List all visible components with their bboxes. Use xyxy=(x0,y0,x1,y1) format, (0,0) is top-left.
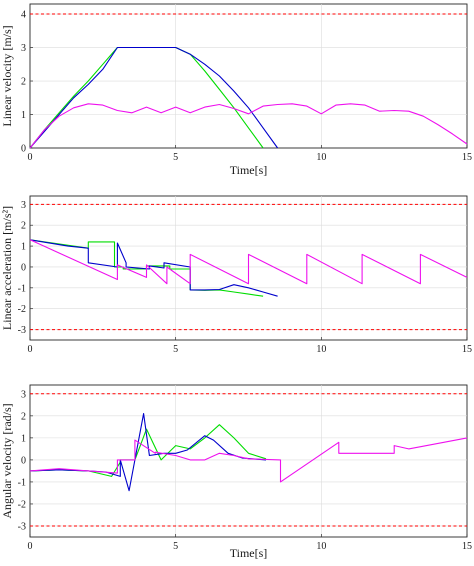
x-tick-label: 15 xyxy=(462,541,472,552)
y-tick-label: 3 xyxy=(21,43,26,54)
y-axis-label: Angular velocity [rad/s] xyxy=(0,403,14,518)
y-tick-label: 2 xyxy=(21,411,26,422)
series-line-1 xyxy=(29,239,264,297)
y-tick-label: -1 xyxy=(18,283,26,294)
x-tick-label: 0 xyxy=(28,541,33,552)
y-tick-label: -2 xyxy=(18,499,26,510)
y-tick-label: 1 xyxy=(21,110,26,121)
y-tick-label: 0 xyxy=(21,455,26,466)
series-line-1 xyxy=(29,424,267,477)
chart-panel-2: 0 5 10 15 -3 -2 -1 0 1 2 3 Linear acceleration [m/s… xyxy=(0,195,472,355)
y-axis-label: Linear acceleration [m/s²] xyxy=(0,206,14,330)
y-tick-label: 3 xyxy=(21,389,26,400)
y-tick-label: 3 xyxy=(21,200,26,211)
chart-panel-1: 0 5 10 15 0 1 2 3 4 Time[s] Linear velocity [m/s] xyxy=(0,3,472,177)
x-tick-label: 0 xyxy=(28,344,33,355)
y-tick-label: 1 xyxy=(21,433,26,444)
plot-area xyxy=(29,384,468,538)
y-axis-label: Linear velocity [m/s] xyxy=(0,25,14,126)
y-tick-label: -3 xyxy=(18,325,26,336)
series-line-3 xyxy=(29,103,468,149)
x-tick-label: 5 xyxy=(173,152,178,163)
series-line-3 xyxy=(29,239,468,285)
y-tick-label: 4 xyxy=(21,10,26,21)
x-tick-label: 5 xyxy=(173,344,178,355)
x-axis-label: Time[s] xyxy=(230,163,268,177)
x-tick-label: 10 xyxy=(316,152,326,163)
series-line-2 xyxy=(29,239,278,297)
y-tick-label: 2 xyxy=(21,77,26,88)
x-tick-label: 5 xyxy=(173,541,178,552)
series-line-3 xyxy=(29,437,468,483)
y-tick-label: -2 xyxy=(18,304,26,315)
x-tick-label: 10 xyxy=(316,541,326,552)
x-axis-label: Time[s] xyxy=(230,546,268,560)
y-tick-label: -3 xyxy=(18,521,26,532)
x-tick-label: 10 xyxy=(316,344,326,355)
y-tick-label: 0 xyxy=(21,262,26,273)
series-line-2 xyxy=(29,46,279,149)
y-tick-label: 0 xyxy=(21,144,26,155)
plot-area xyxy=(29,3,468,149)
y-tick-label: 2 xyxy=(21,221,26,232)
y-tick-label: -1 xyxy=(18,477,26,488)
x-tick-label: 0 xyxy=(28,152,33,163)
x-tick-label: 15 xyxy=(462,152,472,163)
x-tick-label: 15 xyxy=(462,344,472,355)
chart-panel-3: 0 5 10 15 -3 -2 -1 0 1 2 3 Time[s] Angular velocity … xyxy=(0,384,472,560)
y-tick-label: 1 xyxy=(21,242,26,253)
